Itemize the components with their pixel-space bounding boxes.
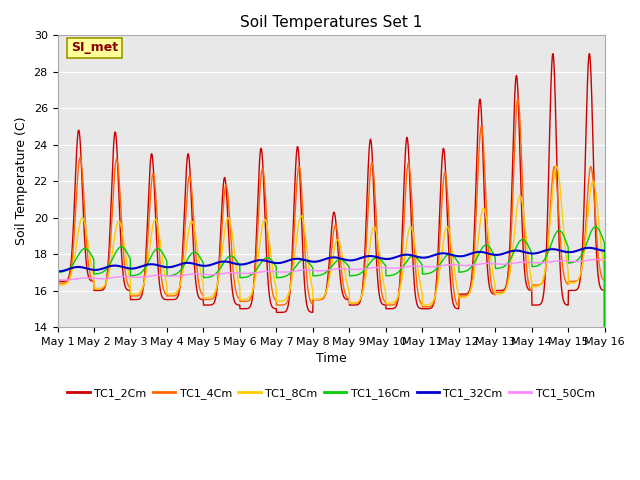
TC1_50Cm	[54, 276, 61, 282]
TC1_32Cm	[54, 268, 62, 274]
TC1_32Cm	[490, 252, 498, 258]
TC1_4Cm	[568, 278, 575, 284]
TC1_8Cm	[568, 280, 575, 286]
TC1_4Cm	[347, 300, 355, 306]
TC1_4Cm	[553, 178, 561, 184]
TC1_50Cm	[568, 259, 575, 264]
TC1_8Cm	[54, 282, 61, 288]
TC1_4Cm	[490, 291, 498, 297]
TC1_4Cm	[206, 297, 214, 302]
TC1_32Cm	[585, 245, 593, 251]
TC1_16Cm	[359, 269, 367, 275]
TC1_2Cm	[549, 51, 557, 57]
Y-axis label: Soil Temperature (C): Soil Temperature (C)	[15, 117, 28, 245]
Line: TC1_32Cm: TC1_32Cm	[58, 248, 605, 271]
TC1_2Cm	[568, 288, 575, 293]
Text: SI_met: SI_met	[71, 41, 118, 54]
TC1_2Cm	[54, 278, 61, 284]
TC1_16Cm	[490, 252, 498, 258]
TC1_32Cm	[54, 268, 61, 274]
TC1_32Cm	[347, 257, 355, 263]
TC1_2Cm	[553, 146, 561, 152]
TC1_50Cm	[347, 266, 355, 272]
Title: Soil Temperatures Set 1: Soil Temperatures Set 1	[240, 15, 422, 30]
TC1_32Cm	[207, 262, 214, 268]
TC1_50Cm	[593, 257, 601, 263]
X-axis label: Time: Time	[316, 352, 346, 365]
TC1_50Cm	[601, 257, 609, 263]
TC1_8Cm	[347, 300, 355, 306]
TC1_8Cm	[359, 290, 367, 296]
TC1_50Cm	[553, 258, 561, 264]
Line: TC1_2Cm: TC1_2Cm	[58, 54, 605, 480]
TC1_2Cm	[206, 302, 214, 308]
TC1_50Cm	[359, 266, 367, 272]
TC1_16Cm	[347, 273, 355, 279]
TC1_8Cm	[490, 277, 498, 283]
TC1_2Cm	[490, 291, 498, 297]
TC1_32Cm	[553, 247, 561, 252]
Line: TC1_8Cm: TC1_8Cm	[58, 167, 605, 480]
Line: TC1_50Cm: TC1_50Cm	[58, 260, 605, 280]
Legend: TC1_2Cm, TC1_4Cm, TC1_8Cm, TC1_16Cm, TC1_32Cm, TC1_50Cm: TC1_2Cm, TC1_4Cm, TC1_8Cm, TC1_16Cm, TC1…	[63, 384, 599, 403]
TC1_2Cm	[359, 284, 367, 290]
TC1_32Cm	[359, 254, 367, 260]
TC1_2Cm	[347, 302, 355, 308]
TC1_32Cm	[601, 248, 609, 253]
Line: TC1_4Cm: TC1_4Cm	[58, 99, 605, 480]
TC1_16Cm	[54, 269, 61, 275]
TC1_50Cm	[207, 272, 214, 277]
TC1_32Cm	[568, 249, 575, 255]
TC1_4Cm	[359, 287, 367, 293]
TC1_16Cm	[206, 274, 214, 280]
Line: TC1_16Cm: TC1_16Cm	[58, 227, 605, 480]
TC1_8Cm	[552, 164, 560, 169]
TC1_16Cm	[592, 224, 600, 229]
TC1_8Cm	[553, 164, 561, 169]
TC1_16Cm	[552, 229, 560, 235]
TC1_4Cm	[514, 96, 522, 102]
TC1_4Cm	[54, 280, 61, 286]
TC1_50Cm	[490, 261, 498, 266]
TC1_16Cm	[568, 260, 575, 265]
TC1_50Cm	[61, 277, 68, 283]
TC1_8Cm	[206, 294, 214, 300]
